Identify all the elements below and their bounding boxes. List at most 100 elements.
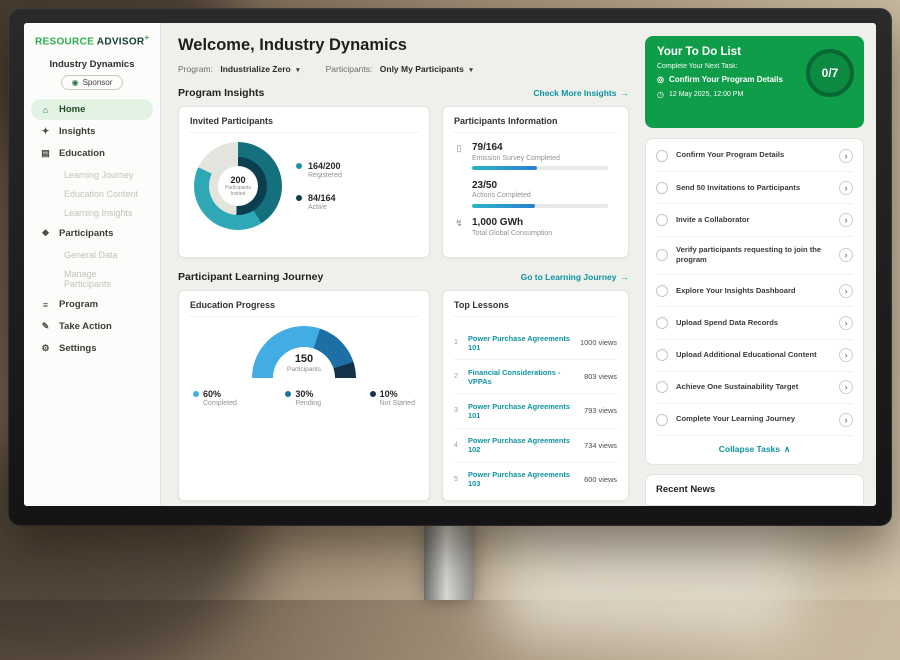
- sidebar-item-education-content[interactable]: Education Content: [64, 188, 139, 199]
- progress-fill: [472, 166, 538, 170]
- lesson-link[interactable]: Power Purchase Agreements 102: [468, 436, 571, 455]
- clock-icon: ◷: [657, 89, 664, 99]
- chevron-right-icon[interactable]: ›: [839, 180, 853, 195]
- lesson-link[interactable]: Power Purchase Agreements 101: [468, 333, 571, 352]
- chevron-right-icon[interactable]: ›: [839, 380, 853, 395]
- donut-legend: 164/200 Registered 84/164 Active: [296, 161, 342, 211]
- sidebar-item-settings[interactable]: ⚙ Settings: [31, 338, 153, 359]
- sidebar-item-education[interactable]: ▤ Education: [31, 143, 153, 164]
- task-label: Send 50 Invitations to Participants: [676, 182, 801, 192]
- sidebar-item-program[interactable]: ≡ Program: [31, 294, 153, 315]
- sidebar-item-learning-insights[interactable]: Learning Insights: [64, 207, 133, 218]
- lesson-views: 793 views: [584, 406, 617, 416]
- task-checkbox[interactable]: [656, 149, 668, 162]
- brand-logo: RESOURCE ADVISOR+: [24, 33, 160, 47]
- chevron-up-icon: ∧: [784, 444, 791, 455]
- task-checkbox[interactable]: [656, 181, 668, 194]
- task-checkbox[interactable]: [656, 317, 668, 330]
- sidebar-nav: ⌂ Home ✦ Insights ▤ Education Learning J…: [24, 99, 160, 359]
- program-icon: ≡: [42, 299, 49, 310]
- sidebar-item-insights[interactable]: ✦ Insights: [31, 121, 153, 142]
- task-item[interactable]: Complete Your Learning Journey ›: [656, 404, 853, 435]
- lesson-link[interactable]: Financial Considerations - VPPAs: [468, 367, 561, 386]
- sidebar-item-home[interactable]: ⌂ Home: [31, 99, 153, 121]
- sponsor-badge[interactable]: ◉ Sponsor: [60, 75, 124, 91]
- task-item[interactable]: Confirm Your Program Details ›: [656, 140, 853, 173]
- sidebar-item-label: Education: [59, 148, 105, 160]
- monitor-stand: [424, 520, 474, 600]
- link-label: Check More Insights: [533, 88, 617, 98]
- org-name: Industry Dynamics: [49, 59, 135, 71]
- chevron-down-icon: ▾: [469, 67, 473, 74]
- section-title: Program Insights: [178, 87, 265, 99]
- program-dropdown[interactable]: Industrialize Zero ▾: [220, 64, 299, 74]
- spacer-icon: [454, 181, 464, 208]
- sidebar-item-general-data[interactable]: General Data: [64, 249, 118, 260]
- task-checkbox[interactable]: [656, 249, 668, 262]
- task-checkbox[interactable]: [656, 349, 668, 362]
- gauge-center-label: Participants: [287, 366, 321, 373]
- collapse-tasks-link[interactable]: Collapse Tasks ∧: [656, 435, 853, 462]
- legend-dot: [369, 391, 376, 397]
- lesson-link[interactable]: Power Purchase Agreements 103: [468, 470, 571, 489]
- sidebar-item-take-action[interactable]: ✎ Take Action: [31, 316, 153, 337]
- task-item[interactable]: Upload Spend Data Records ›: [656, 307, 853, 340]
- task-label: Explore Your Insights Dashboard: [676, 285, 796, 295]
- check-more-insights-link[interactable]: Check More Insights →: [533, 88, 629, 98]
- participants-dropdown[interactable]: Only My Participants ▾: [380, 64, 473, 74]
- program-insights-header: Program Insights Check More Insights →: [178, 87, 629, 99]
- chevron-right-icon[interactable]: ›: [839, 148, 853, 163]
- learning-journey-header: Participant Learning Journey Go to Learn…: [178, 271, 629, 283]
- chevron-right-icon[interactable]: ›: [839, 248, 853, 263]
- task-item[interactable]: Upload Additional Educational Content ›: [656, 340, 853, 372]
- chevron-right-icon[interactable]: ›: [839, 348, 853, 363]
- learning-cards-row: Education Progress 150 Participants: [178, 290, 629, 501]
- legend-label: Registered: [308, 172, 342, 179]
- task-item[interactable]: Verify participants requesting to join t…: [656, 237, 853, 276]
- task-checkbox[interactable]: [656, 284, 668, 297]
- task-item[interactable]: Send 50 Invitations to Participants ›: [656, 172, 853, 205]
- recent-news-title: Recent News: [656, 484, 716, 496]
- legend-value: 60%: [203, 389, 222, 399]
- insights-icon: ✦: [41, 126, 50, 137]
- sidebar-item-participants[interactable]: ❖ Participants: [31, 223, 153, 244]
- todo-next-task[interactable]: ◎ Confirm Your Program Details: [657, 75, 852, 84]
- invited-participants-card: Invited Participants 200 Participants In…: [178, 106, 430, 258]
- chevron-right-icon[interactable]: ›: [839, 212, 853, 227]
- task-checkbox[interactable]: [656, 213, 668, 226]
- sidebar-item-manage-participants[interactable]: Manage Participants: [64, 268, 112, 289]
- legend-value: 10%: [379, 389, 398, 399]
- task-item[interactable]: Invite a Collaborator ›: [656, 204, 853, 237]
- legend-item-not-started: 10% Not Started: [369, 389, 415, 407]
- card-title: Education Progress: [190, 300, 418, 317]
- sidebar-item-label: Insights: [59, 126, 96, 138]
- task-item[interactable]: Explore Your Insights Dashboard ›: [656, 275, 853, 308]
- legend-item-pending: 30% Pending: [285, 389, 321, 407]
- legend-dot: [296, 163, 302, 169]
- education-icon: ▤: [41, 148, 50, 159]
- chevron-right-icon[interactable]: ›: [839, 283, 853, 298]
- education-progress-card: Education Progress 150 Participants: [178, 290, 430, 501]
- arrow-right-icon: →: [620, 88, 630, 98]
- sidebar-item-learning-journey[interactable]: Learning Journey: [64, 169, 134, 180]
- chevron-down-icon: ▾: [296, 67, 300, 74]
- filter-bar: Program: Industrialize Zero ▾ Participan…: [178, 64, 629, 74]
- task-bullet-icon: ◎: [657, 75, 664, 84]
- chevron-right-icon[interactable]: ›: [839, 412, 853, 427]
- lesson-row: 1 Power Purchase Agreements 101 1000 vie…: [454, 326, 617, 361]
- main-content: Welcome, Industry Dynamics Program: Indu…: [161, 23, 642, 506]
- task-checkbox[interactable]: [656, 381, 668, 394]
- chevron-right-icon[interactable]: ›: [839, 316, 853, 331]
- todo-progress-value: 0/7: [821, 66, 839, 80]
- actions-completed-row: 23/50 Actions Completed: [454, 180, 617, 208]
- lesson-views: 1000 views: [580, 338, 617, 348]
- go-to-learning-journey-link[interactable]: Go to Learning Journey →: [521, 272, 629, 282]
- lesson-link[interactable]: Power Purchase Agreements 101: [468, 401, 571, 420]
- donut-center-value: 200: [230, 174, 246, 185]
- stat-value: 1,000 GWh: [472, 217, 524, 228]
- settings-icon: ⚙: [41, 343, 50, 354]
- insights-cards-row: Invited Participants 200 Participants In…: [178, 106, 629, 258]
- top-lessons-card: Top Lessons 1 Power Purchase Agreements …: [442, 290, 629, 501]
- task-item[interactable]: Achieve One Sustainability Target ›: [656, 372, 853, 404]
- task-checkbox[interactable]: [656, 413, 668, 426]
